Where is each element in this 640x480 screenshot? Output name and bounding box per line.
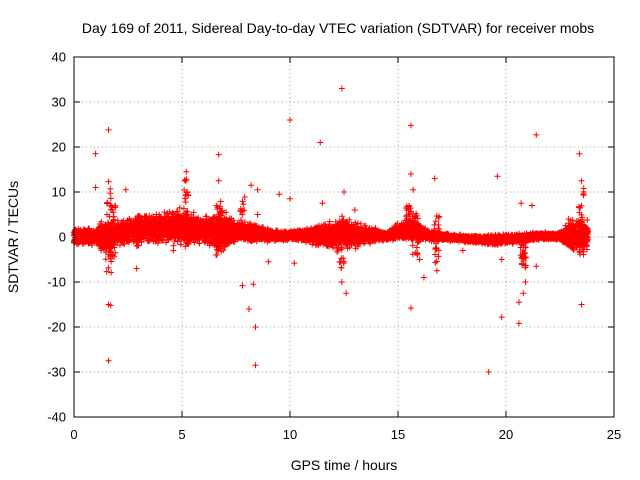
y-tick-label: 20 bbox=[52, 140, 66, 155]
y-tick-label: -20 bbox=[47, 320, 66, 335]
y-tick-label: 30 bbox=[52, 95, 66, 110]
chart-title: Day 169 of 2011, Sidereal Day-to-day VTE… bbox=[82, 20, 594, 36]
x-tick-label: 10 bbox=[283, 427, 297, 442]
data-point bbox=[98, 218, 105, 225]
data-point bbox=[121, 241, 128, 248]
y-tick-label: 0 bbox=[59, 230, 66, 245]
y-tick-label: 10 bbox=[52, 185, 66, 200]
x-tick-label: 5 bbox=[178, 427, 185, 442]
x-tick-label: 25 bbox=[607, 427, 621, 442]
x-tick-label: 20 bbox=[499, 427, 513, 442]
tick-labels: 0 5 10 15 20 25 -40 -30 -20 -10 0 10 20 30 40 bbox=[47, 50, 621, 443]
y-tick-label: -30 bbox=[47, 365, 66, 380]
data-points bbox=[70, 85, 592, 375]
y-tick-label: 40 bbox=[52, 50, 66, 65]
data-point bbox=[110, 219, 117, 226]
x-tick-label: 15 bbox=[391, 427, 405, 442]
x-tick-label: 0 bbox=[70, 427, 77, 442]
data-point bbox=[86, 225, 93, 232]
data-point bbox=[116, 242, 123, 249]
y-tick-label: -40 bbox=[47, 410, 66, 425]
y-tick-label: -10 bbox=[47, 275, 66, 290]
